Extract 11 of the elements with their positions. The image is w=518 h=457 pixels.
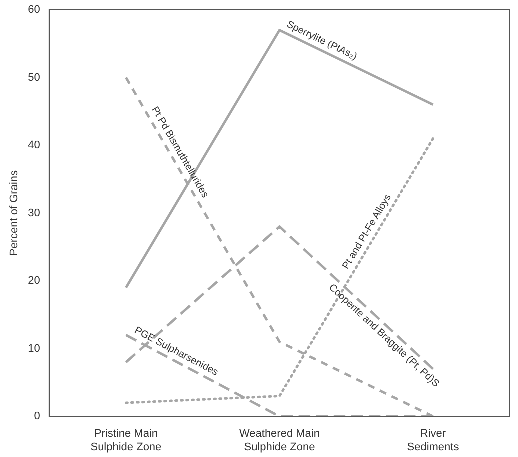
y-tick-label: 10 [28, 342, 40, 355]
x-tick-label: Weathered Main Sulphide Zone [239, 428, 320, 454]
y-tick-label: 60 [28, 4, 40, 16]
x-tick-label: Pristine Main Sulphide Zone [90, 428, 162, 454]
x-tick-label: River Sediments [407, 428, 460, 454]
y-axis-title: Percent of Grains [8, 170, 21, 256]
y-tick-label: 0 [34, 410, 40, 423]
y-tick-label: 20 [28, 275, 40, 288]
y-tick-label: 40 [28, 140, 40, 152]
y-tick-label: 50 [28, 72, 40, 84]
y-tick-label: 30 [28, 207, 40, 220]
